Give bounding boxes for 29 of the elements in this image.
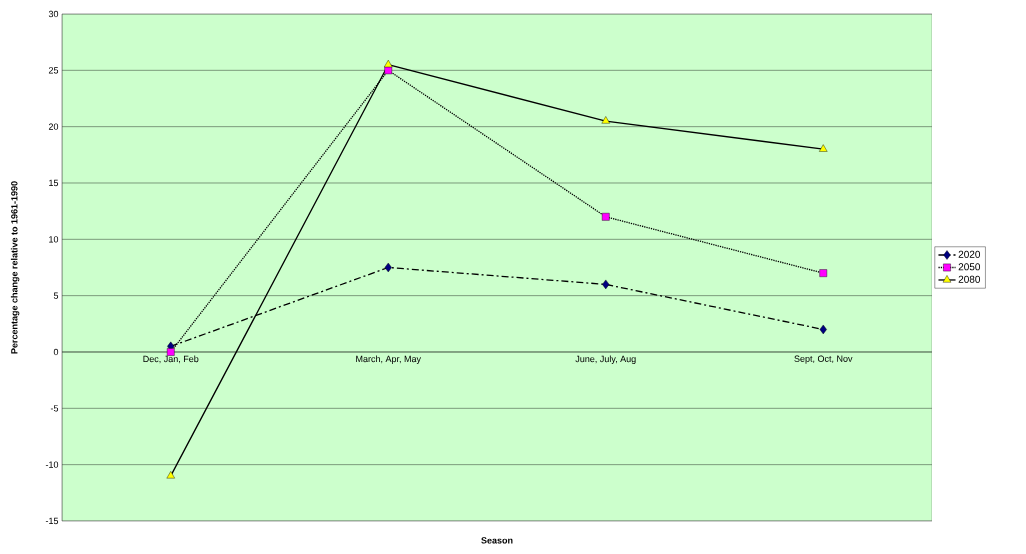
y-axis-title: Percentage change relative to 1961-1990	[10, 181, 20, 354]
point	[601, 116, 610, 124]
point	[819, 269, 828, 277]
point	[384, 59, 393, 68]
y-tick-label: 25	[48, 67, 59, 74]
y-tick-label: 30	[48, 10, 59, 18]
x-tick-label: Sept, Oct, Nov	[794, 355, 853, 364]
point	[166, 471, 175, 479]
point	[384, 66, 393, 75]
point	[819, 144, 828, 152]
y-tick-label: 0	[53, 348, 59, 356]
legend-label: 2080	[958, 275, 981, 283]
y-tick-label: 10	[49, 236, 59, 243]
legend-label: 2050	[958, 263, 981, 271]
y-tick-label: -5	[50, 405, 59, 412]
y-tick-label: -15	[45, 517, 59, 525]
x-tick-label: March, Apr, May	[356, 355, 421, 364]
point	[384, 262, 392, 273]
point	[601, 212, 610, 221]
y-tick-label: -10	[45, 461, 59, 468]
x-axis-title: Season	[481, 537, 513, 544]
x-tick-label: June, July, Aug	[575, 355, 636, 364]
y-tick-label: 20	[48, 123, 59, 130]
y-tick-label: 15	[49, 179, 59, 187]
point	[602, 279, 610, 290]
y-tick-label: 5	[53, 292, 59, 299]
legend-label: 2020	[958, 250, 981, 258]
point	[819, 324, 827, 335]
x-tick-label: Dec, Jan, Feb	[143, 355, 199, 364]
